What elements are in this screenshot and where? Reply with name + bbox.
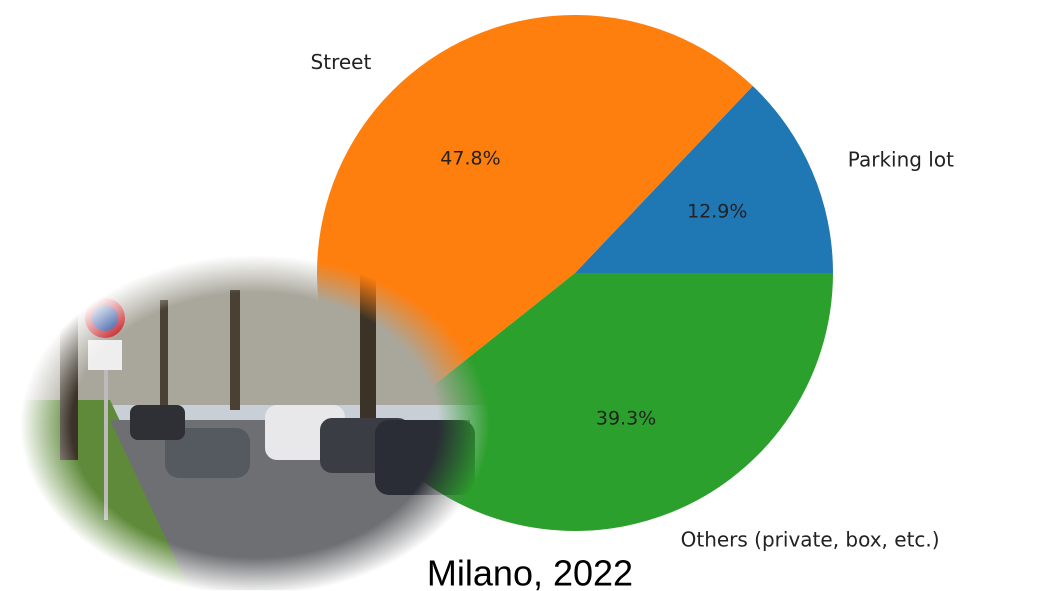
- chart: 12.9% 47.8% 39.3% Milano, 2022 Parking lot…: [0, 0, 1045, 591]
- value-label: 47.8%: [440, 147, 500, 169]
- category-label: Parking lot: [848, 148, 954, 172]
- caption: Milano, 2022: [427, 553, 633, 591]
- value-label: 12.9%: [687, 200, 747, 222]
- page: 12.9% 47.8% 39.3% Milano, 2022 Parking lot…: [0, 0, 1045, 591]
- category-label: Street: [311, 50, 372, 74]
- category-label: Others (private, box, etc.): [681, 527, 940, 551]
- value-label: 39.3%: [596, 408, 656, 430]
- photo: [20, 255, 490, 591]
